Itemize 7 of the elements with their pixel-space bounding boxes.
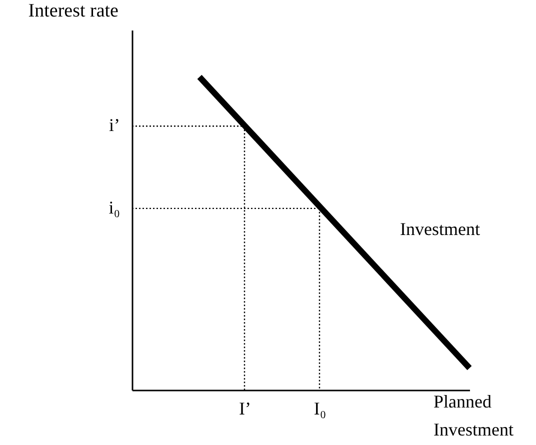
series-label: i’ [109,115,120,136]
series-label: i₀ [108,197,120,218]
x-tick-label: I₀ [314,398,326,418]
y-axis-title: Interest rate [28,0,118,22]
x-axis-title: Planned Investment [434,392,514,440]
x-tick-label: I’ [239,398,251,418]
text: Investment [400,219,480,239]
